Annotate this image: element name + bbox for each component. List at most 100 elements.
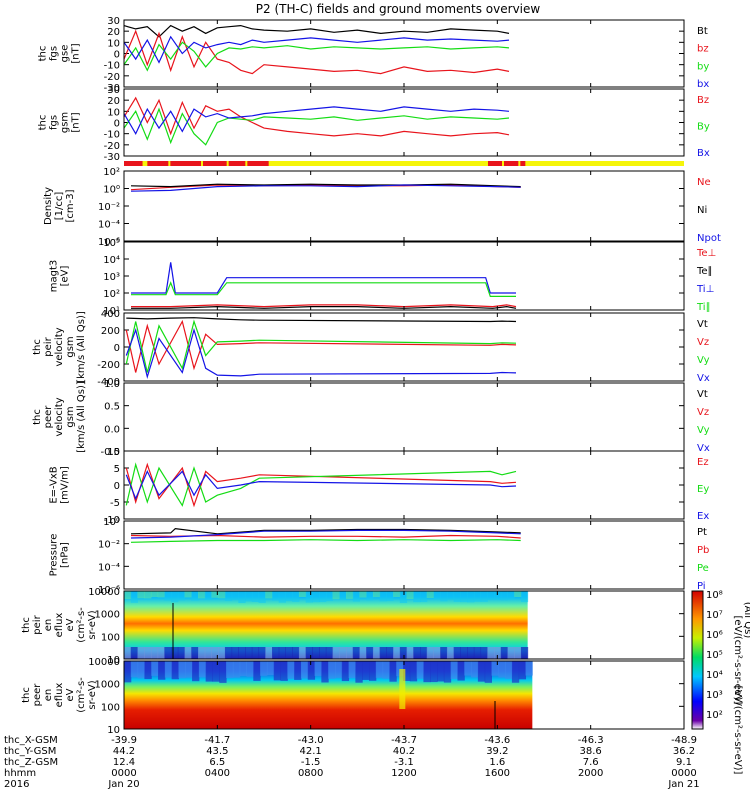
spectrogram-speckle xyxy=(151,661,159,676)
mode-bar-segment xyxy=(488,161,526,166)
y-axis-label: eV xyxy=(65,688,76,701)
y-tick-label: 10¹ xyxy=(103,306,120,317)
legend-entry: Te⊥ xyxy=(696,248,716,259)
spectrogram-speckle xyxy=(372,591,381,598)
spectrogram-speckle xyxy=(420,591,428,603)
panel-frame xyxy=(123,241,685,311)
y-axis-label: peer xyxy=(43,405,54,429)
x-axis-row-label: thc_Y-GSM xyxy=(4,746,56,757)
series-line-Pe xyxy=(130,539,521,543)
spectrogram-speckle xyxy=(171,647,179,659)
mode-bar-gap xyxy=(518,161,521,166)
y-axis-label: sr-eV) xyxy=(87,610,98,639)
series-line-Ey xyxy=(125,462,517,507)
colorbar-tick-label: 10⁵ xyxy=(706,650,723,661)
spectrogram-speckle xyxy=(352,591,360,602)
spectrogram-speckle xyxy=(369,661,377,681)
y-axis-label: [km/s (All Qs)] xyxy=(76,311,87,383)
y-tick-label: 10000 xyxy=(88,587,120,598)
legend-entry: Pt xyxy=(697,527,707,538)
spectrogram-speckle xyxy=(253,661,261,681)
y-axis-label: [mV/m] xyxy=(60,466,71,504)
y-tick-label: 10⁻² xyxy=(98,540,120,551)
spectrogram-speckle xyxy=(406,647,414,659)
spectrogram-speckle xyxy=(491,661,499,676)
y-axis-label: thc xyxy=(32,409,43,425)
spectrogram-speckle xyxy=(339,647,347,659)
y-tick-label: 30 xyxy=(107,16,120,27)
spectrogram-speckle xyxy=(298,647,307,659)
spectrogram-speckle xyxy=(130,661,139,678)
y-tick-label: 10⁻⁴ xyxy=(98,562,120,573)
legend-entry: Bx xyxy=(697,148,710,159)
spectrogram-speckle xyxy=(514,591,522,598)
spectrogram-speckle xyxy=(258,591,266,603)
spectrogram-speckle xyxy=(300,661,309,679)
spectrogram-speckle xyxy=(205,661,213,682)
y-axis-label: eflux xyxy=(54,683,65,708)
spectrogram-speckle xyxy=(341,661,350,682)
spectrogram-speckle xyxy=(406,591,414,599)
spectrogram-speckle xyxy=(231,647,239,659)
colorbar-tick-label: 10⁷ xyxy=(706,610,723,621)
spectrogram-speckle xyxy=(467,647,475,659)
panel-density: Density [1/cc] [cm-3] 10² 10⁰ 10⁻² 10⁻⁴ 10⁻⁶ Ne N… xyxy=(43,167,721,248)
spectrogram-speckle xyxy=(157,647,165,659)
mode-bar-segment xyxy=(147,161,269,166)
spectrogram-speckle xyxy=(480,647,488,659)
y-axis-label: fgs xyxy=(49,115,60,130)
panel-frame xyxy=(123,382,685,452)
spectrogram-speckle xyxy=(433,647,441,659)
series-line-Bx xyxy=(123,106,510,135)
panel-frame xyxy=(123,19,685,88)
y-axis-label: [1/cc] xyxy=(54,192,65,221)
series-line-bz xyxy=(123,29,510,75)
spectrogram-speckle xyxy=(298,591,307,598)
spectrogram-speckle xyxy=(285,591,293,602)
spectrogram-speckle xyxy=(321,661,329,683)
y-axis-label: thc xyxy=(21,687,32,703)
spectrogram-speckle xyxy=(453,591,461,602)
spectrogram-speckle xyxy=(473,647,482,659)
spectrogram-speckle xyxy=(328,661,336,679)
x-tick-label: 0000 xyxy=(111,768,136,779)
legend-entry: Npot xyxy=(697,233,721,244)
spectrogram-speckle xyxy=(137,591,145,599)
x-tick-label: -43.6 xyxy=(484,735,510,746)
series-line-Ti∥ xyxy=(131,281,516,297)
y-axis-label: [nT] xyxy=(71,112,82,132)
y-tick-label: 1000 xyxy=(95,610,120,621)
x-tick-label: 9.1 xyxy=(676,757,692,768)
y-tick-label: 0 xyxy=(114,343,120,354)
y-tick-label: -30 xyxy=(104,83,120,94)
spectrogram-speckle xyxy=(416,661,424,679)
y-tick-label: 1.0 xyxy=(104,379,120,390)
spectrogram-speckle xyxy=(164,591,172,601)
y-axis-label: fgs xyxy=(49,46,60,61)
y-axis-label: [nPa] xyxy=(60,542,71,568)
colorbar xyxy=(691,590,704,730)
spectrogram-speckle xyxy=(150,591,159,598)
spectrogram-speckle xyxy=(471,661,479,678)
y-tick-label: 30 xyxy=(107,85,120,96)
spectrogram-speckle xyxy=(430,661,438,683)
y-axis-label: gsm xyxy=(60,112,71,133)
y-tick-label: 5 xyxy=(114,464,120,475)
x-axis-row-label: thc_X-GSM xyxy=(4,735,58,746)
y-axis-label: eflux xyxy=(54,613,65,638)
y-tick-label: -20 xyxy=(104,141,120,152)
spectrogram-speckle xyxy=(334,661,343,678)
x-tick-label: -48.9 xyxy=(671,735,697,746)
y-tick-label: 10⁴ xyxy=(103,255,120,266)
x-tick-label: 43.5 xyxy=(206,746,228,757)
series-line-bx xyxy=(123,35,510,64)
spectrogram-speckle xyxy=(238,591,246,603)
spectrogram-speckle xyxy=(413,591,421,603)
y-axis-label: gsm xyxy=(65,336,76,357)
legend-entry: Vz xyxy=(697,337,709,348)
series-line-Vx xyxy=(125,327,517,380)
legend-entry: Ex xyxy=(697,511,709,522)
y-axis-label: peir xyxy=(32,614,43,634)
y-tick-label: 10 xyxy=(107,38,120,49)
spectrogram-speckle xyxy=(307,661,316,680)
